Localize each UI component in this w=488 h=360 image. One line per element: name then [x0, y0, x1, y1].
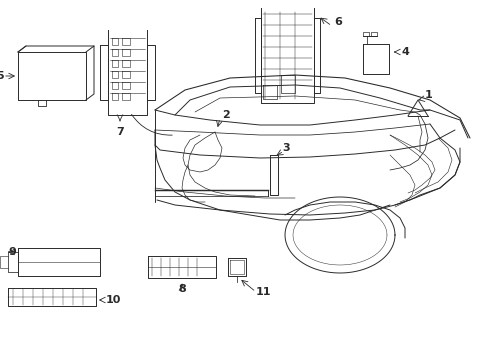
Text: 1: 1 — [424, 90, 432, 100]
Text: 9: 9 — [8, 247, 16, 257]
Text: 10: 10 — [106, 295, 121, 305]
Text: 6: 6 — [333, 17, 341, 27]
Text: 11: 11 — [256, 287, 271, 297]
Text: 8: 8 — [178, 284, 185, 294]
Text: 2: 2 — [222, 110, 229, 120]
Text: 7: 7 — [116, 127, 123, 137]
Text: 3: 3 — [282, 143, 289, 153]
Text: 4: 4 — [401, 47, 409, 57]
Text: 5: 5 — [0, 71, 3, 81]
